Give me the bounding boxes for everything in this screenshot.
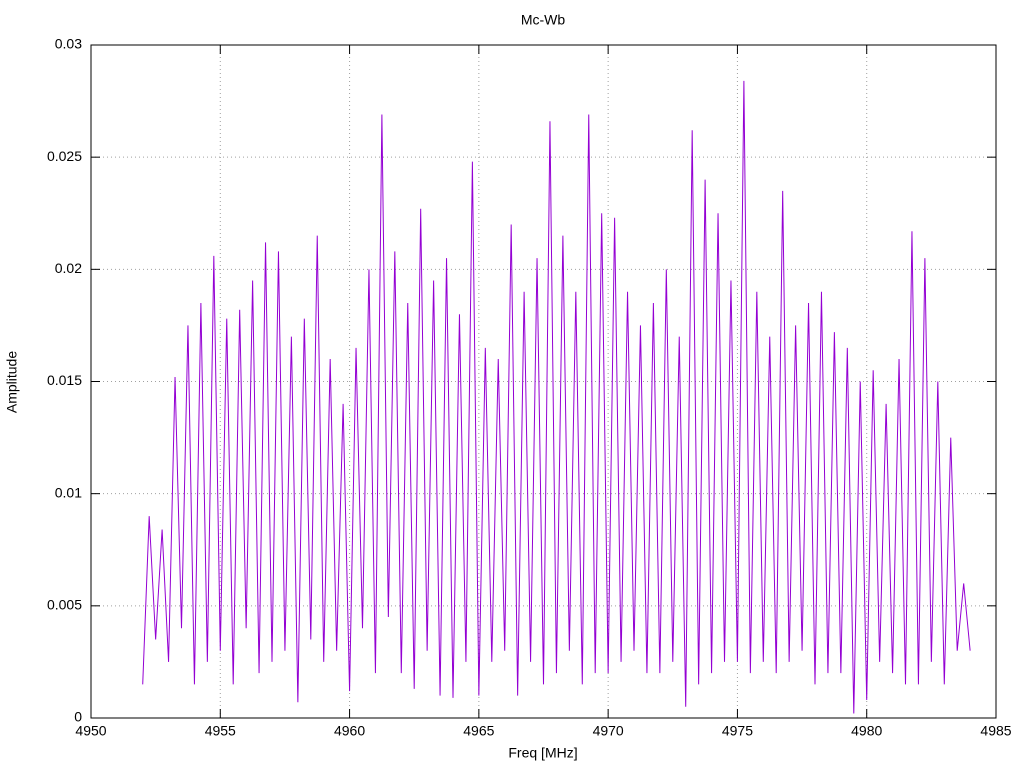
y-tick-label: 0.01 — [55, 484, 82, 500]
x-tick-label: 4980 — [851, 723, 882, 739]
y-tick-label: 0.03 — [55, 36, 82, 52]
x-axis-label: Freq [MHz] — [508, 745, 577, 761]
data-line — [142, 80, 971, 714]
y-tick-label: 0.015 — [47, 372, 82, 388]
x-tick-label: 4960 — [334, 723, 365, 739]
x-tick-label: 4955 — [205, 723, 236, 739]
x-tick-label: 4950 — [75, 723, 106, 739]
y-axis-label: Amplitude — [4, 351, 20, 413]
x-tick-label: 4965 — [463, 723, 494, 739]
y-tick-label: 0.005 — [47, 597, 82, 613]
y-tick-label: 0.025 — [47, 148, 82, 164]
plot-border — [90, 44, 997, 719]
y-tick-label: 0 — [74, 709, 82, 725]
chart-title: Mc-Wb — [521, 12, 566, 28]
x-tick-label: 4975 — [722, 723, 753, 739]
y-tick-label: 0.02 — [55, 260, 82, 276]
x-tick-label: 4985 — [980, 723, 1011, 739]
x-tick-label: 4970 — [593, 723, 624, 739]
